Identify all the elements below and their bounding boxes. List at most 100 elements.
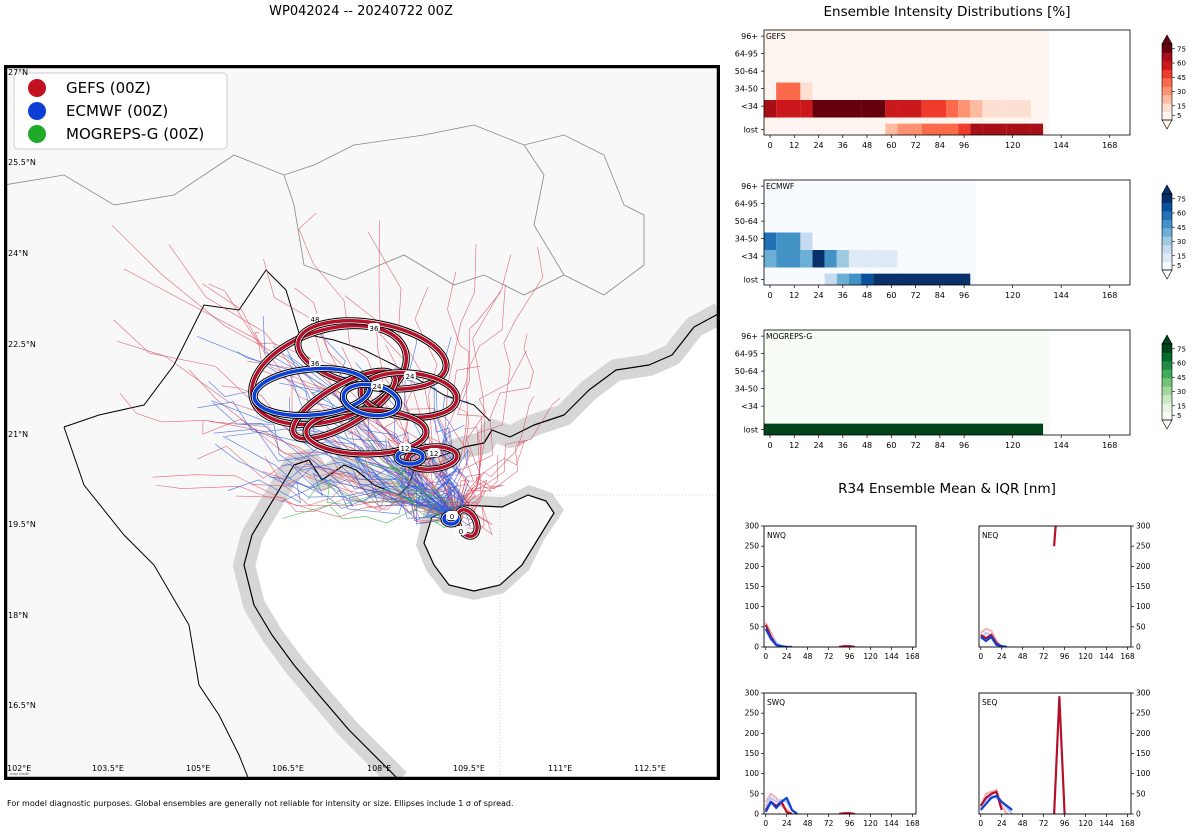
x-tick-label: 84 [935, 141, 945, 150]
track-line [281, 463, 457, 519]
x-tick-label: 168 [905, 819, 920, 828]
x-tick-label: 72 [824, 652, 834, 661]
heatmap-cell [982, 123, 1007, 135]
colorbar-tick-label: 5 [1177, 112, 1181, 120]
x-tick-label: 60 [886, 141, 896, 150]
track-line [455, 284, 506, 518]
lon-label: 106.5°E [272, 764, 304, 773]
colorbar-segment [1162, 86, 1172, 96]
colorbar-segment [1162, 244, 1172, 254]
y-tick-label: lost [744, 125, 758, 134]
heatmap-cell [812, 100, 862, 118]
colorbar-segment [1162, 111, 1172, 121]
r34-series-line [1053, 695, 1066, 814]
intensity-heatmaps: GEFS lost <34 34-50 50-64 64-95 96+ 0 12 24 36 48 60… [735, 29, 1186, 450]
lon-label: 108°E [367, 764, 391, 773]
heatmap-cell [873, 273, 898, 285]
x-tick-label: 24 [813, 291, 823, 300]
colorbar-segment [1162, 352, 1172, 362]
heatmap-cell [897, 100, 922, 118]
colorbar-segment [1162, 236, 1172, 246]
y-tick-label: 50 [1136, 789, 1146, 798]
x-tick-label: 0 [763, 652, 768, 661]
colorbar-tick-label: 15 [1177, 252, 1186, 260]
colorbar-segment [1162, 77, 1172, 87]
x-tick-label: 72 [911, 141, 921, 150]
x-tick-label: 168 [1102, 291, 1117, 300]
y-tick-label: 64-95 [735, 50, 758, 59]
ellipse-label-bg [368, 323, 380, 332]
track-line [433, 409, 465, 518]
x-tick-label: 36 [838, 141, 848, 150]
border-laos [63, 426, 249, 778]
x-tick-label: 120 [1078, 819, 1093, 828]
x-tick-label: 24 [782, 652, 792, 661]
colorbar-segment [1162, 194, 1172, 203]
map-title: WP042024 -- 20240722 00Z [269, 4, 453, 19]
y-tick-label: 250 [1136, 709, 1151, 718]
heatmap-cell [1006, 100, 1031, 118]
lat-label: 27°N [8, 68, 28, 77]
heatmap-cell [764, 250, 777, 268]
r34-panel-title: NWQ [767, 531, 786, 540]
track-line [213, 428, 457, 518]
lon-label: 105°E [186, 764, 210, 773]
y-tick-label: 100 [745, 602, 760, 611]
colorbar-segment [1162, 210, 1172, 220]
heatmap-cell [861, 250, 874, 268]
x-tick-label: 0 [767, 291, 772, 300]
heatmap-cell [848, 250, 862, 268]
y-tick-label: 34-50 [735, 235, 758, 244]
colorbar-extend-top [1161, 34, 1173, 45]
colorbar-tick-label: 30 [1177, 388, 1186, 396]
x-tick-label: 48 [803, 819, 813, 828]
heatmap-cell [812, 232, 825, 250]
track-line [455, 427, 481, 518]
x-tick-label: 144 [884, 819, 899, 828]
y-tick-label: 200 [1136, 729, 1151, 738]
colorbar-tick-label: 5 [1177, 262, 1181, 270]
heatmap-cell [848, 273, 862, 285]
ellipse-label: 24 [406, 373, 415, 381]
y-tick-label: 96+ [741, 182, 758, 191]
colorbar-tick-label: 60 [1177, 60, 1186, 68]
y-tick-label: 100 [1136, 602, 1151, 611]
x-tick-label: 144 [1054, 141, 1069, 150]
heatmap-cell [861, 100, 886, 118]
colorbar-tick-label: 60 [1177, 360, 1186, 368]
x-tick-label: 24 [997, 819, 1007, 828]
heatmap-cell [812, 250, 825, 268]
x-tick-label: 72 [911, 291, 921, 300]
colorbar-segment [1162, 411, 1172, 421]
colorbar-frame [1161, 343, 1173, 421]
track-line [455, 350, 527, 518]
track-line [356, 461, 457, 518]
x-tick-label: 144 [884, 652, 899, 661]
y-tick-label: 300 [745, 522, 760, 531]
colorbar-segment [1162, 52, 1172, 62]
lon-label: 111°E [548, 764, 572, 773]
colorbar-segment [1162, 44, 1172, 53]
colorbar-tick-label: 75 [1177, 45, 1186, 53]
colorbar-tick-label: 60 [1177, 210, 1186, 218]
heatmap-frame [763, 329, 1131, 436]
y-tick-label: 200 [745, 562, 760, 571]
colorbar-extend-top [1161, 184, 1173, 195]
x-tick-label: 72 [1039, 819, 1049, 828]
colorbar-extend-top [1161, 334, 1173, 345]
colorbar-segment [1162, 103, 1172, 113]
x-tick-label: 96 [959, 441, 969, 450]
heatmap-panel-ecmwf: ECMWF lost <34 34-50 50-64 64-95 96+ 0 12 24 36 48 6… [735, 179, 1186, 300]
ellipse-label-bg [428, 448, 440, 457]
ellipse-label: 12 [430, 450, 439, 458]
map-legend: GEFS (00Z) ECMWF (00Z) MOGREPS-G (00Z) [13, 72, 228, 150]
map-credit: map credit [10, 772, 30, 776]
x-tick-label: 24 [813, 141, 823, 150]
colorbar-segment [1162, 69, 1172, 79]
colorbar-segment [1162, 202, 1172, 212]
colorbar-tick-label: 45 [1177, 74, 1186, 82]
ellipse-label: 12 [401, 445, 410, 453]
